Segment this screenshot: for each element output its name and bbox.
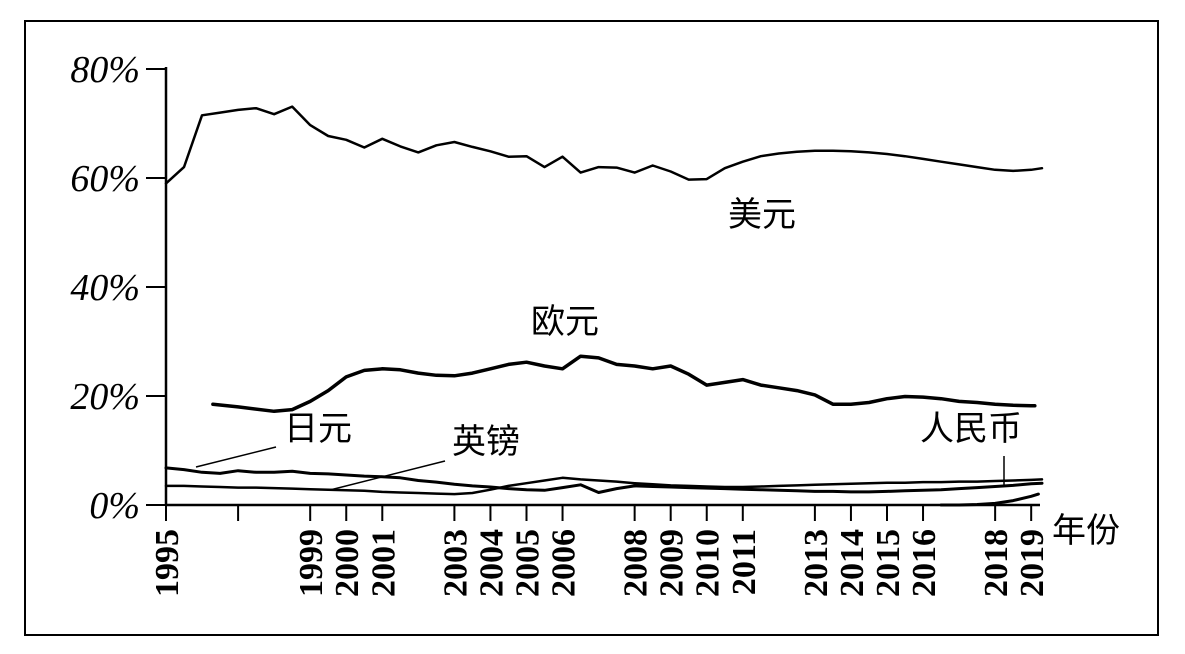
x-tick-label: 2008	[618, 529, 655, 597]
x-axis-ticks: 1995 1999 2000 2001 2003 2004 2005 2006 2008 2009…	[149, 505, 1051, 597]
series-line	[164, 476, 1044, 496]
x-tick-label: 2015	[870, 529, 907, 597]
x-axis-title: 年份	[1052, 511, 1120, 551]
series-label: 日元	[284, 409, 352, 449]
x-tick-label: 2019	[1014, 529, 1051, 597]
x-tick-label: 2010	[690, 529, 727, 597]
x-tick-label: 2005	[509, 529, 546, 597]
series-line	[164, 466, 1044, 494]
x-tick-label: 2016	[906, 529, 943, 597]
x-tick-label: 2003	[437, 529, 474, 597]
series-label: 人民币	[920, 409, 1022, 449]
y-tick-label: 40%	[70, 267, 140, 309]
outer-frame	[24, 20, 1159, 636]
series-line	[164, 105, 1044, 185]
x-tick-label: 2014	[834, 529, 871, 597]
y-tick-label: 80%	[70, 49, 140, 91]
y-tick-label: 60%	[70, 158, 140, 200]
label-leader-line	[329, 460, 446, 491]
x-tick-label: 2018	[978, 529, 1015, 597]
x-tick-label: 2009	[654, 529, 691, 597]
x-tick-label: 2004	[473, 529, 510, 597]
y-tick-label: 0%	[89, 485, 140, 527]
y-tick-label: 20%	[70, 376, 140, 418]
y-axis-ticks: 0% 20% 40% 60% 80%	[70, 49, 166, 527]
x-tick-label: 2000	[329, 529, 366, 597]
x-tick-label: 2013	[798, 529, 835, 597]
series-label: 美元	[728, 195, 796, 235]
series-line	[939, 492, 1040, 507]
x-tick-label: 1999	[293, 529, 330, 597]
series-line	[211, 354, 1037, 414]
series-label: 英镑	[452, 422, 520, 462]
x-tick-label: 2006	[546, 529, 583, 597]
series-lines	[164, 105, 1044, 507]
x-tick-label: 2001	[365, 529, 402, 597]
x-tick-label: 1995	[149, 529, 186, 597]
label-leader-line	[195, 446, 277, 468]
x-tick-label: 2011	[726, 529, 763, 595]
series-label: 欧元	[531, 302, 599, 342]
